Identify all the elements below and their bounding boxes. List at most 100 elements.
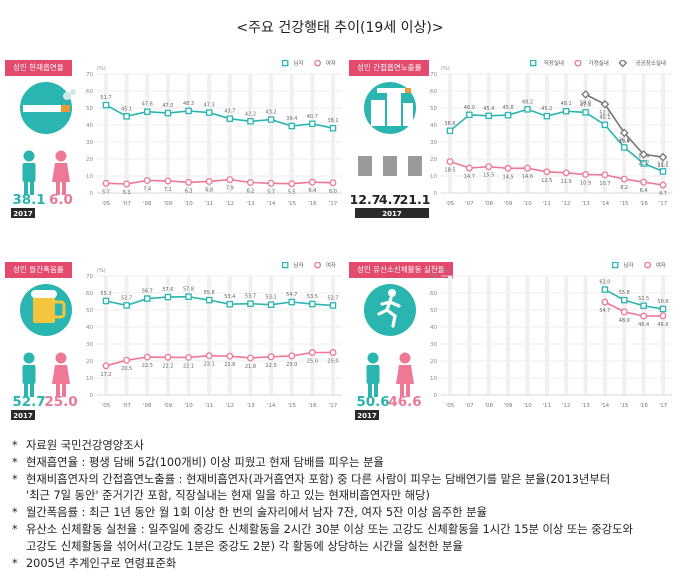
data-label: 15.5 (483, 173, 494, 179)
x-tick-label: '09 (504, 403, 513, 409)
legend-marker (314, 262, 322, 269)
data-label: 55.3 (100, 291, 111, 297)
unit-label: (%) (441, 268, 450, 274)
data-point (308, 349, 316, 356)
data-point (620, 308, 628, 316)
data-point (123, 356, 131, 364)
person-head (367, 352, 379, 364)
person-body (52, 163, 70, 182)
data-label: 39.4 (286, 116, 297, 122)
data-label: 11.9 (561, 179, 572, 185)
x-tick-label: '16 (308, 403, 317, 409)
footnotes: * 자료원 국민건강영양조사 * 현재흡연율 : 평생 담배 5갑(100개비) 이… (10, 438, 678, 572)
runner-body (377, 296, 401, 328)
data-point (504, 164, 512, 172)
data-point (247, 300, 254, 307)
person-leg (24, 384, 28, 397)
data-point (164, 293, 172, 301)
legend-label: 가정실내 (589, 60, 609, 67)
person-body (366, 365, 380, 384)
data-label: 10.9 (580, 180, 591, 186)
data-label: 18.5 (444, 168, 455, 174)
legend-label: 남자 (623, 262, 633, 269)
x-tick-label: '16 (308, 201, 317, 207)
data-label: 53.1 (266, 295, 277, 301)
year-label: 2017 (382, 210, 402, 218)
series: 51.7 45.1 47.8 47.0 48.3 47.3 43.7 42.2 43.2 39.4… (100, 95, 339, 132)
person-leg (62, 182, 66, 195)
data-label: 53.5 (307, 294, 318, 300)
legend-marker (618, 60, 628, 68)
data-label: 55.8 (619, 290, 630, 296)
data-point (640, 302, 647, 310)
data-label: 23.0 (286, 362, 297, 368)
summary-value: 50.6 (356, 394, 389, 410)
data-point (226, 352, 234, 360)
data-label: 5.7 (267, 189, 275, 195)
data-point (466, 111, 473, 119)
person-body (22, 365, 36, 384)
data-label: 46.6 (657, 322, 668, 328)
series: 58.0 52.2 35.4 22.7 21.1 (580, 90, 669, 169)
data-point (267, 116, 275, 123)
data-label: 57.8 (183, 287, 194, 293)
x-tick-label: '09 (504, 201, 513, 207)
series-line (449, 160, 664, 186)
cigarette-body (377, 88, 405, 93)
footnote: '최근 7일 동안' 준거기간 포함, 직장실내는 현재 일을 하고 있는 현재… (26, 489, 430, 503)
person-head (55, 150, 67, 162)
summary-value: 46.6 (388, 394, 421, 410)
data-point (164, 177, 172, 185)
x-tick-label: '07 (122, 201, 131, 207)
data-point (562, 169, 570, 177)
data-label: 56.7 (142, 289, 153, 295)
data-point (601, 298, 609, 306)
data-point (582, 171, 589, 178)
series: 55.3 52.7 56.7 57.6 57.8 55.8 53.4 53.7 53.1 54.7… (100, 287, 339, 309)
data-point (659, 168, 667, 175)
data-label: 6.8 (205, 187, 213, 193)
data-label: 7.4 (143, 186, 151, 192)
x-tick-label: '17 (659, 201, 668, 207)
smoking-building-icon (358, 82, 422, 176)
legend-label: 여자 (326, 60, 336, 67)
data-label: 46.0 (464, 105, 475, 111)
cigarette-filter (405, 88, 411, 93)
data-point (205, 109, 213, 116)
summary-value: 52.7 (12, 394, 45, 410)
data-point (640, 160, 647, 167)
data-point (524, 164, 531, 172)
year-badge (355, 410, 379, 420)
panel-tag: 성인 유산소신체활동 실천율 (349, 262, 453, 278)
data-label: 40.1 (599, 115, 610, 121)
legend-marker (314, 60, 322, 67)
summary-value: 25.0 (44, 394, 77, 410)
data-label: 25.0 (307, 359, 318, 365)
data-label: 22.5 (266, 363, 277, 369)
data-label: 54.7 (599, 308, 610, 314)
data-point (143, 353, 151, 361)
y-tick-label: 70 (86, 274, 93, 280)
data-label: 49.2 (522, 99, 533, 105)
data-point (164, 109, 172, 117)
cigarette-body (23, 105, 61, 112)
panel-secondhand-smoke: 성인 간접흡연노출률 12.7 4.7 21.1 2017 (%) 0 10 20 30 40 50 6… (349, 60, 680, 220)
x-tick-label: '05 (102, 201, 111, 207)
data-label: 5.5 (288, 190, 296, 196)
unit-label: (%) (441, 66, 450, 72)
series: 17.2 20.5 22.3 22.2 22.1 23.1 22.8 21.8 22.5 23.0… (100, 349, 339, 378)
beer-icon (20, 284, 72, 397)
y-tick-label: 30 (430, 342, 437, 348)
year-badge (355, 208, 429, 218)
data-label: 38.1 (327, 118, 338, 124)
data-point (144, 108, 151, 115)
data-point (582, 109, 589, 116)
y-tick-label: 50 (430, 308, 437, 314)
person-head (23, 150, 35, 162)
data-label: 22.1 (183, 363, 194, 369)
data-label: 12.7 (657, 161, 668, 167)
data-point (164, 353, 172, 361)
data-label: 45.8 (503, 105, 514, 111)
data-point (267, 179, 275, 187)
